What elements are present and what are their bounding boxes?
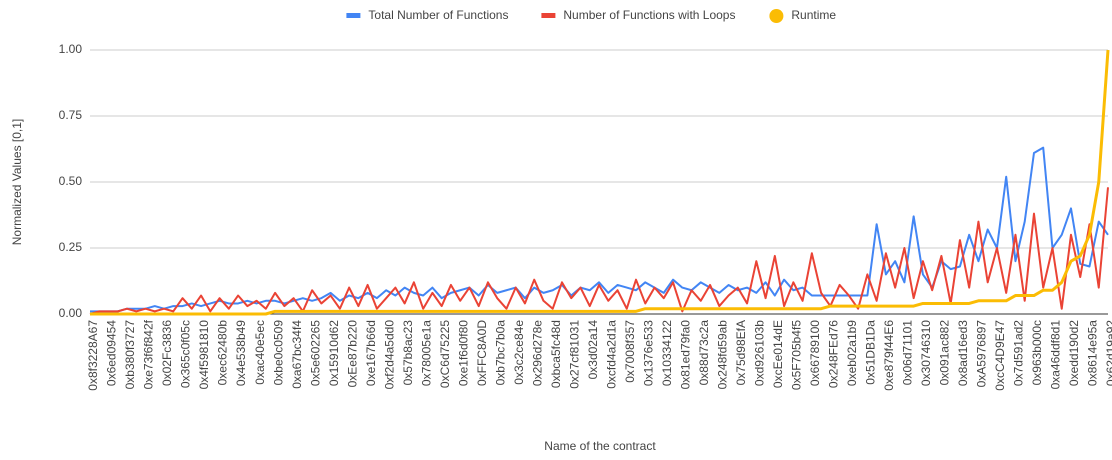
legend-swatch [769,9,784,23]
x-tick-label: 0x57b8ac23 [401,320,415,386]
x-axis-title: Name of the contract [544,439,656,453]
x-tick-label: 0xA5976897 [975,320,989,388]
x-tick-label: 0x1376e533 [641,320,655,386]
x-tick-label: 0xcC4D9E47 [993,320,1007,391]
x-tick-label: 0x02Fc3836 [160,320,174,386]
x-tick-label: 0xe167b66d [364,320,378,386]
x-tick-label: 0xcEe014dE [771,320,785,388]
y-tick-label: 0.75 [59,108,83,122]
x-tick-label: 0x8614e95a [1086,320,1100,386]
x-tick-label: 0xcfd4a2d1a [604,320,618,389]
legend-label: Runtime [791,8,836,22]
x-tick-label: 0x4e538b49 [234,320,248,386]
legend-swatch [541,13,556,18]
legend-label: Number of Functions with Loops [563,8,735,22]
y-tick-label: 1.00 [59,42,83,56]
x-tick-label: 0x5e602265 [308,320,322,386]
series-line [90,49,1110,316]
x-tick-label: 0x88d73c2a [697,320,711,386]
x-tick-label: 0xe1f6d0f80 [456,320,470,386]
x-tick-label: 0xd926103b [752,320,766,386]
x-tick-label: 0x10334122 [660,320,674,386]
x-tick-label: 0x365c0f05c [179,320,193,388]
x-tick-label: 0x81ed79fa0 [678,320,692,390]
x-tick-label: 0xb380f3727 [123,320,137,390]
x-tick-label: 0x7008f357 [623,320,637,383]
x-tick-label: 0x30746310 [919,320,933,386]
series-line [89,187,1109,315]
x-tick-label: 0xe879f44E6 [882,320,896,391]
x-tick-label: 0x51DB1Da [864,320,878,385]
x-tick-label: 0xf2d4a5dd0 [382,320,396,390]
x-tick-label: 0x296d278e [530,320,544,386]
legend-swatch [346,13,361,18]
x-tick-label: 0x4f5981810 [197,320,211,390]
x-tick-label: 0xec62480b [216,320,230,386]
x-tick-label: 0x27cf81031 [567,320,581,389]
x-tick-label: 0x963b000c [1030,320,1044,385]
x-tick-label: 0xC6d75225 [438,320,452,388]
legend-label: Total Number of Functions [368,8,508,22]
x-tick-label: 0xbca5fc48d [549,320,563,388]
x-tick-label: 0x8f3228A67 [86,320,100,391]
y-tick-label: 0.00 [59,306,83,320]
x-tick-label: 0x8ad16ed3 [956,320,970,386]
y-tick-label: 0.25 [59,240,83,254]
x-tick-label: 0xb7bc7b0a [493,320,507,386]
x-tick-label: 0x78005e1a [419,320,433,386]
x-tick-label: 0x15910d62 [327,320,341,386]
x-tick-label: 0x248fd59ab [715,320,729,390]
y-axis-title: Normalized Values [0,1] [10,119,24,246]
x-tick-label: 0x3c2ce84e [512,320,526,385]
x-tick-label: 0xEe87b220 [345,320,359,388]
x-tick-label: 0xedd190d2 [1067,320,1081,386]
x-tick-label: 0x75d98EfA [734,320,748,385]
x-tick-label: 0xa67bc34f4 [290,320,304,389]
x-tick-label: 0x3d02a14 [586,320,600,380]
x-tick-label: 0x248FEd76 [827,320,841,388]
x-tick-label: 0xa46ddf8d1 [1049,320,1063,390]
x-tick-label: 0x6ed09454 [105,320,119,386]
x-tick-label: 0x62d19a92 [1104,320,1112,386]
x-tick-label: 0xe73f6f842f [142,319,156,389]
x-tick-label: 0x091ac882 [938,320,952,386]
y-tick-label: 0.50 [59,174,83,188]
x-tick-label: 0xeb02a1b9 [845,320,859,386]
x-tick-label: 0x5F705b4f5 [790,320,804,390]
x-tick-label: 0xFFC8A0D [475,320,489,386]
x-tick-label: 0x06d71101 [901,320,915,386]
x-tick-label: 0xac40e5ec [253,320,267,385]
x-tick-label: 0x66789100 [808,320,822,386]
x-tick-label: 0xbe0c0509 [271,320,285,386]
x-tick-label: 0x7d591ad2 [1012,320,1026,386]
